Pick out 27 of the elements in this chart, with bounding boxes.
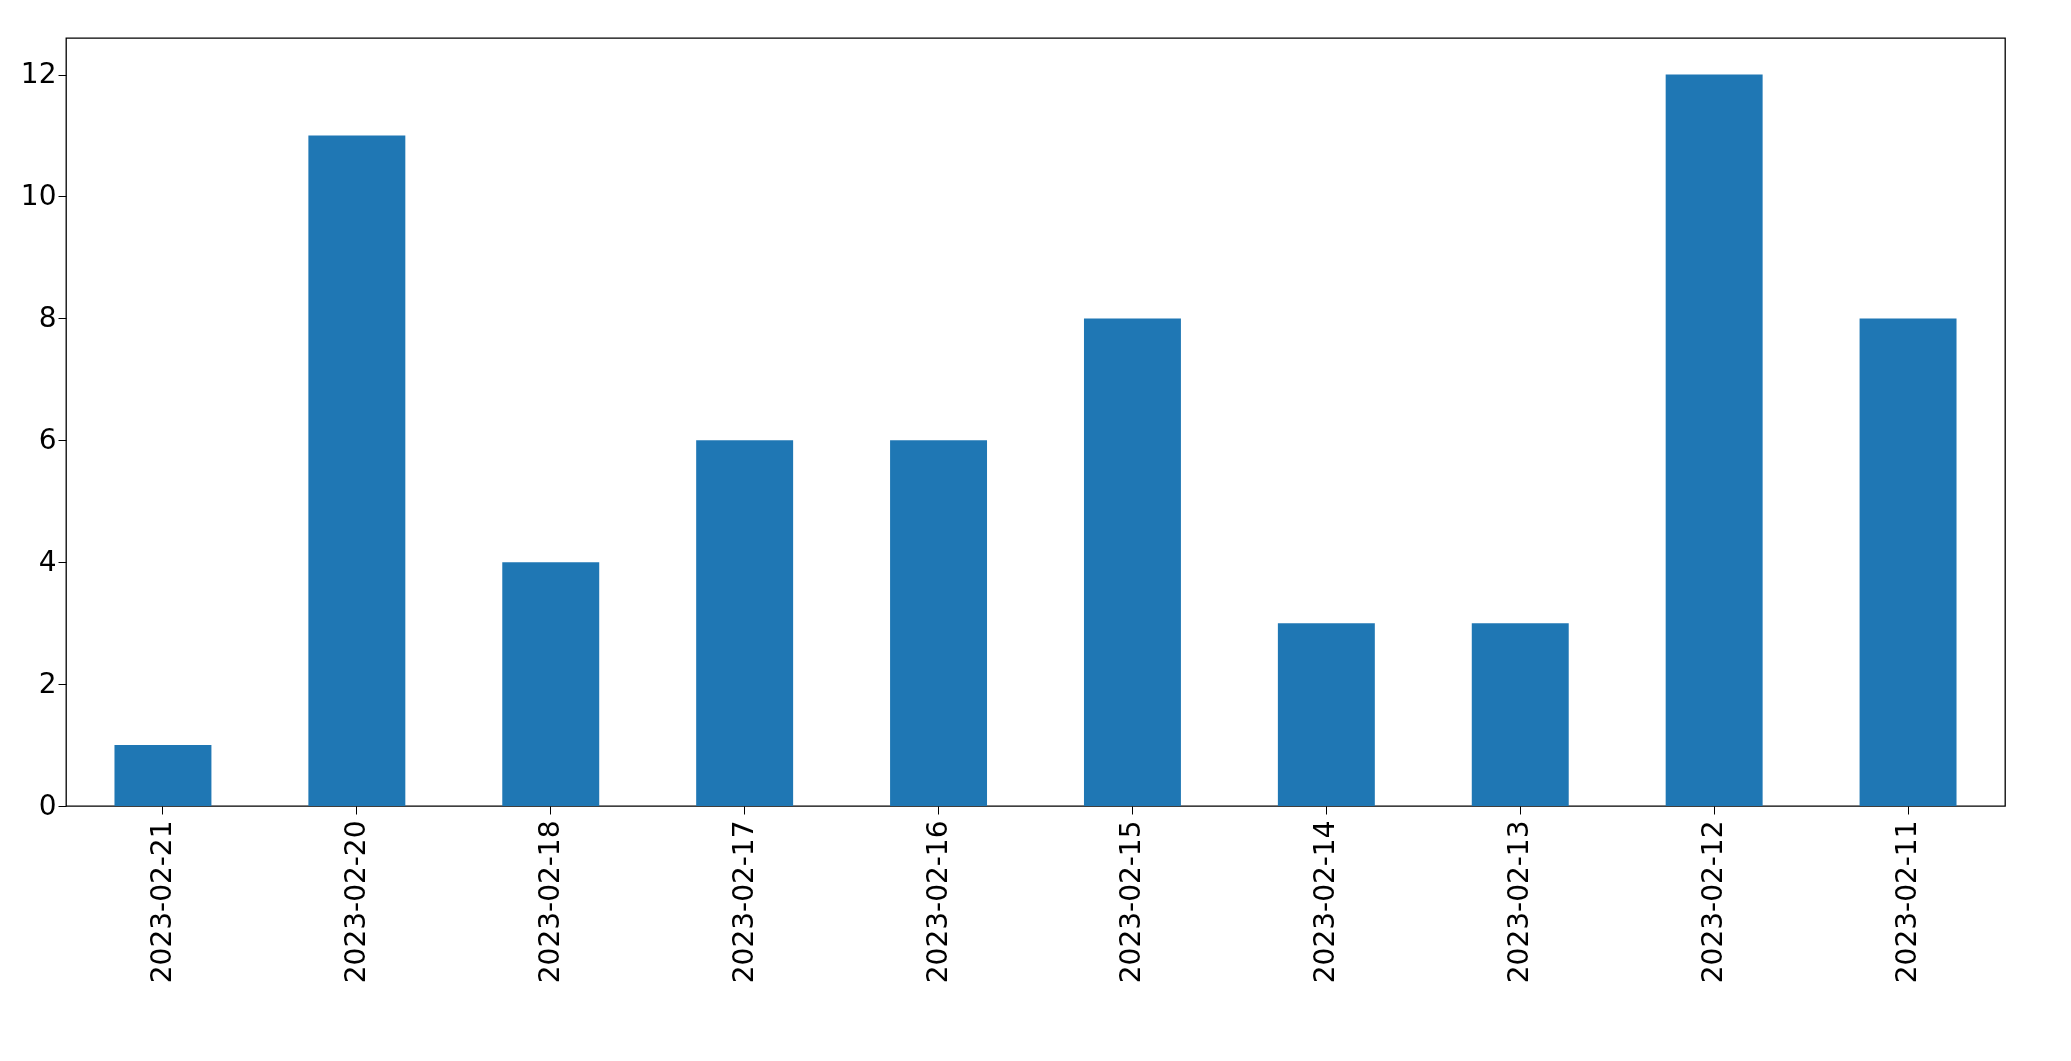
bar <box>1277 623 1375 806</box>
y-tick-label: 6 <box>38 422 57 456</box>
bar <box>1665 74 1763 806</box>
x-tick-label: 2023-02-18 <box>532 820 566 984</box>
bar <box>1471 623 1569 806</box>
y-tick-label: 4 <box>38 544 57 578</box>
x-tick-label: 2023-02-14 <box>1308 820 1342 984</box>
x-tick-label: 2023-02-20 <box>338 820 372 984</box>
x-tick-label: 2023-02-11 <box>1890 820 1924 984</box>
x-tick-label: 2023-02-15 <box>1114 820 1148 984</box>
y-tick-label: 8 <box>38 300 57 334</box>
y-tick-label: 0 <box>38 788 57 822</box>
x-tick-label: 2023-02-17 <box>726 820 760 984</box>
bar <box>502 562 600 806</box>
bar <box>696 440 794 806</box>
y-tick-label: 12 <box>20 57 57 91</box>
y-tick-label: 2 <box>38 666 57 700</box>
x-tick-label: 2023-02-16 <box>920 820 954 984</box>
bar <box>114 745 212 806</box>
bar <box>308 135 406 806</box>
bar <box>1083 318 1181 806</box>
bar <box>1859 318 1957 806</box>
y-tick-label: 10 <box>20 178 57 212</box>
x-tick-label: 2023-02-13 <box>1502 820 1536 984</box>
bar <box>890 440 988 806</box>
x-tick-label: 2023-02-21 <box>144 820 178 984</box>
x-tick-label: 2023-02-12 <box>1696 820 1730 984</box>
